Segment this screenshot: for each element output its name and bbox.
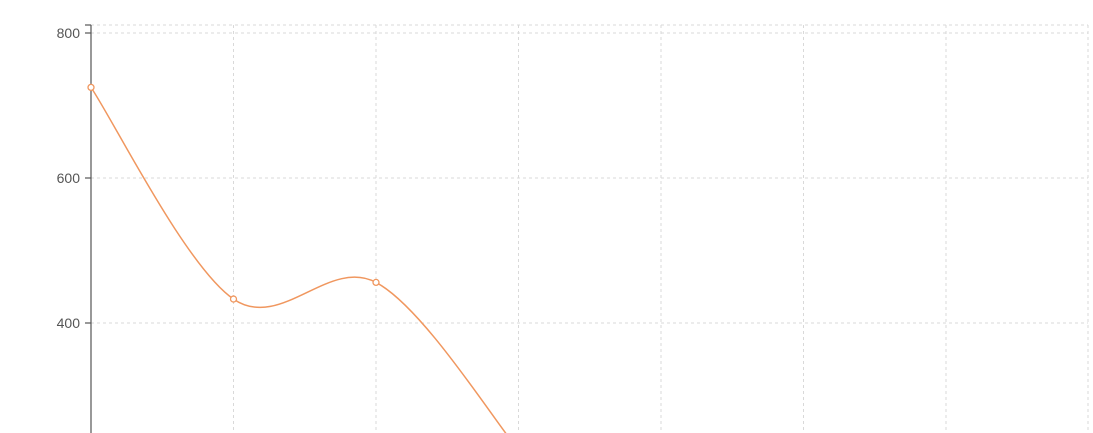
series-line-0 (90, 86, 507, 433)
y-tick-label-400: 400 (57, 315, 81, 331)
data-point-2 (372, 278, 380, 287)
y-axis: 400 600 800 (57, 24, 92, 433)
data-points (87, 83, 380, 303)
grid (91, 24, 1089, 433)
series-layer (90, 86, 507, 433)
y-tick-label-800: 800 (57, 25, 81, 41)
data-point-1 (229, 295, 238, 303)
data-point-0 (87, 83, 95, 92)
y-tick-label-600: 600 (57, 170, 81, 186)
